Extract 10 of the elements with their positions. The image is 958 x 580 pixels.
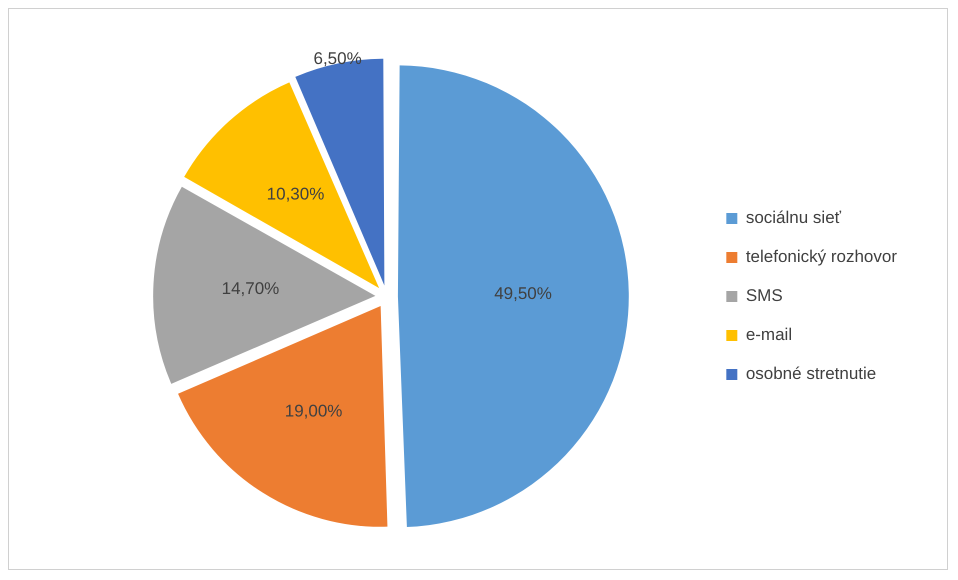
legend-label: SMS (746, 286, 783, 306)
data-label: 10,30% (266, 184, 324, 204)
legend-label: e-mail (746, 325, 792, 344)
data-label: 6,50% (313, 49, 362, 68)
data-label: 14,70% (222, 278, 280, 298)
data-label: 19,00% (284, 401, 342, 420)
legend-label: sociálnu sieť (746, 208, 842, 228)
data-label: 49,50% (494, 284, 552, 304)
legend-label: telefonický rozhovor (746, 247, 898, 266)
legend-label: osobné stretnutie (746, 364, 876, 384)
